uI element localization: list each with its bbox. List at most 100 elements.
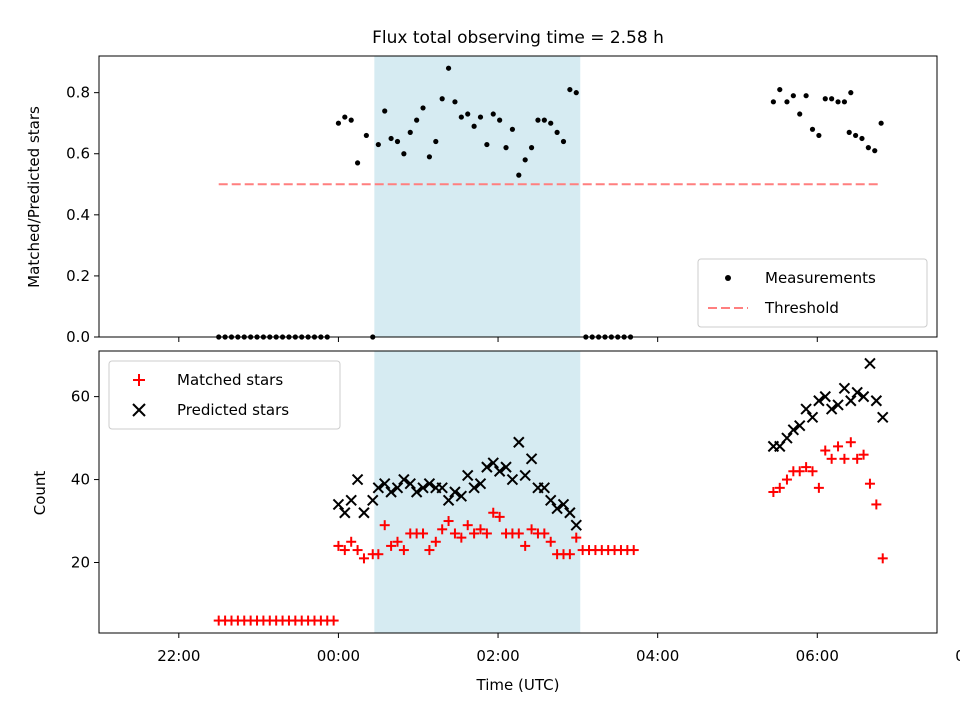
measurement-point	[484, 141, 490, 148]
measurement-point	[809, 126, 816, 132]
matched-point	[820, 445, 831, 456]
measurement-point	[829, 96, 835, 102]
measurement-point	[382, 108, 388, 114]
predicted-point	[557, 498, 570, 511]
predicted-point	[813, 395, 825, 407]
measurement-point	[458, 114, 464, 120]
predicted-point	[519, 469, 531, 482]
matched-point	[456, 532, 467, 543]
predicted-point	[838, 382, 851, 395]
matched-point	[545, 536, 556, 547]
legend-predicted-marker	[132, 403, 146, 417]
measurement-point	[522, 157, 528, 163]
top-y-tick-label: 0.0	[66, 328, 90, 346]
matched-point	[339, 545, 350, 556]
measurement-point	[859, 135, 865, 142]
measurement-point	[354, 160, 361, 166]
predicted-point	[436, 482, 448, 494]
top-y-tick-label: 0.8	[66, 84, 90, 102]
predicted-point	[455, 490, 468, 502]
measurement-point	[548, 120, 554, 126]
measurement-point	[528, 145, 535, 151]
matched-point	[858, 449, 869, 460]
matched-point	[768, 487, 779, 497]
predicted-point	[564, 507, 576, 519]
measurement-point	[865, 145, 871, 151]
predicted-point	[513, 436, 525, 448]
matched-stars-series	[213, 437, 888, 626]
matched-point	[333, 540, 344, 551]
measurement-point	[497, 117, 503, 123]
matched-point	[833, 441, 844, 452]
measurement-point	[465, 111, 471, 117]
matched-point	[386, 540, 397, 551]
measurement-point	[452, 99, 458, 105]
x-tick-label: 06:00	[796, 647, 839, 665]
predicted-point	[870, 395, 883, 407]
measurement-point	[348, 117, 354, 123]
predicted-stars-series	[332, 357, 889, 531]
top-panel: 0.00.20.40.60.8 Matched/Predicted stars …	[25, 55, 938, 346]
matched-point	[807, 466, 818, 477]
measurement-point	[414, 117, 420, 123]
measurement-point	[394, 138, 401, 145]
predicted-point	[851, 386, 863, 399]
predicted-point	[825, 403, 838, 415]
matched-point	[877, 553, 888, 564]
x-axis-label: Time (UTC)	[476, 676, 560, 694]
measurement-point	[784, 99, 790, 105]
predicted-point	[525, 453, 538, 465]
top-y-tick-label: 0.6	[66, 145, 90, 163]
matched-point	[328, 615, 339, 626]
measurement-point	[878, 120, 884, 126]
bottom-y-axis-label: Count	[31, 471, 49, 516]
matched-point	[379, 520, 390, 531]
top-y-tick-label: 0.4	[66, 206, 90, 224]
predicted-point	[787, 424, 800, 436]
top-x-ticks	[178, 337, 818, 342]
matched-point	[437, 524, 448, 535]
measurement-point	[535, 117, 541, 123]
bottom-y-tick-label: 60	[71, 388, 90, 406]
measurement-point	[560, 138, 567, 145]
predicted-point	[864, 357, 876, 370]
predicted-point	[487, 457, 499, 469]
legend-predicted-label: Predicted stars	[177, 401, 289, 419]
matched-point	[488, 507, 499, 518]
predicted-point	[462, 469, 474, 482]
top-y-axis-label: Matched/Predicted stars	[25, 106, 43, 288]
measurement-point	[872, 148, 878, 154]
measurement-point	[503, 145, 509, 151]
measurement-point	[363, 132, 369, 139]
matched-point	[564, 549, 575, 560]
predicted-point	[845, 395, 857, 407]
measurement-point	[848, 90, 854, 96]
predicted-point	[506, 473, 519, 486]
predicted-point	[358, 507, 370, 519]
matched-point	[469, 528, 480, 539]
matched-point	[871, 499, 882, 510]
x-tick-label: 02:00	[476, 647, 519, 665]
matched-point	[424, 545, 435, 556]
matched-point	[839, 453, 850, 464]
measurement-point	[433, 138, 439, 145]
predicted-point	[806, 411, 819, 424]
predicted-point	[449, 486, 461, 498]
measurement-point	[375, 141, 381, 148]
measurement-point	[816, 132, 822, 139]
matched-point	[462, 520, 473, 531]
measurement-point	[490, 111, 496, 117]
x-tick-label: 04:00	[636, 647, 679, 665]
matched-point	[392, 536, 403, 547]
measurement-point	[573, 90, 579, 96]
predicted-point	[481, 461, 493, 473]
measurement-point	[420, 105, 426, 111]
bottom-panel: 20 40 60 22:00 00:00 02:00 04:00 06:00 08:00 Co…	[31, 350, 960, 694]
matched-point	[520, 540, 531, 551]
bottom-legend: Matched stars Predicted stars	[108, 360, 341, 430]
predicted-point	[379, 477, 391, 490]
matched-point	[513, 528, 524, 539]
predicted-point	[781, 432, 793, 444]
bottom-y-tick-label: 40	[71, 471, 90, 489]
measurement-point	[777, 86, 783, 93]
